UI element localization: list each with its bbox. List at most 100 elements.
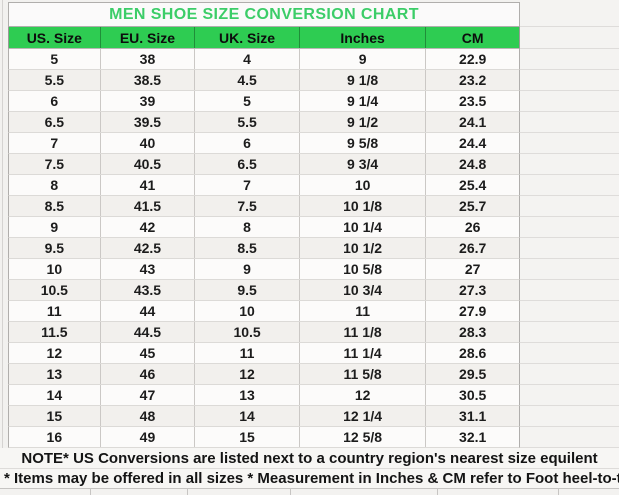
cell-inches: 12 1/4 xyxy=(300,406,427,426)
column-header-uk-size: UK. Size xyxy=(195,27,300,48)
cell-cm: 29.5 xyxy=(459,366,487,382)
cell-inches: 9 xyxy=(300,49,427,69)
cell-cm: 32.1 xyxy=(459,429,487,445)
cell-cm: 24.4 xyxy=(459,135,487,151)
cell-us-size: 6.5 xyxy=(9,112,101,132)
cell-uk-size: 7 xyxy=(195,175,300,195)
cell-inches: 9 1/2 xyxy=(300,112,427,132)
partial-grid-row xyxy=(0,489,619,495)
grid-column-tick xyxy=(290,489,291,495)
table-row: 8 41 7 10 25.4 xyxy=(8,175,520,196)
table-row: 5 38 4 9 22.9 xyxy=(8,49,520,70)
grid-cell xyxy=(520,238,619,259)
cell-eu-size: 42.5 xyxy=(101,238,196,258)
cell-inches: 12 xyxy=(300,385,427,405)
cell-us-size: 7 xyxy=(9,133,101,153)
table-row: 10 43 9 10 5/8 27 xyxy=(8,259,520,280)
cell-inches: 9 3/4 xyxy=(300,154,427,174)
grid-cell xyxy=(520,343,619,364)
table-body: 5 38 4 9 22.9 5.5 38.5 4.5 9 1/8 23.2 6 39 5 9 1/4 23.… xyxy=(8,49,520,448)
table-row: 10.5 43.5 9.5 10 3/4 27.3 xyxy=(8,280,520,301)
cell-eu-size: 43.5 xyxy=(101,280,196,300)
table-row: 9 42 8 10 1/4 26 xyxy=(8,217,520,238)
cell-cm: 28.6 xyxy=(459,345,487,361)
cell-inches: 10 xyxy=(300,175,427,195)
cell-eu-size: 42 xyxy=(101,217,196,237)
cell-inches: 10 1/2 xyxy=(300,238,427,258)
grid-column-tick xyxy=(437,489,438,495)
cell-inches: 11 5/8 xyxy=(300,364,427,384)
grid-cell xyxy=(520,364,619,385)
cell-cm: 26 xyxy=(464,219,481,235)
cell-us-size: 11.5 xyxy=(9,322,101,342)
grid-cell xyxy=(520,322,619,343)
cell-us-size: 5 xyxy=(9,49,101,69)
cell-eu-size: 39 xyxy=(101,91,196,111)
cell-eu-size: 45 xyxy=(101,343,196,363)
cell-us-size: 8 xyxy=(9,175,101,195)
cell-cm: 22.9 xyxy=(459,51,487,67)
column-header-eu-size: EU. Size xyxy=(101,27,196,48)
grid-column-tick xyxy=(90,489,91,495)
cell-eu-size: 44.5 xyxy=(101,322,196,342)
cell-eu-size: 49 xyxy=(101,427,196,447)
grid-column-tick xyxy=(187,489,188,495)
cell-uk-size: 5 xyxy=(195,91,300,111)
cell-cm: 25.4 xyxy=(459,177,487,193)
table-row: 11.5 44.5 10.5 11 1/8 28.3 xyxy=(8,322,520,343)
cell-inches: 9 1/8 xyxy=(300,70,427,90)
cell-inches: 11 1/4 xyxy=(300,343,427,363)
cell-us-size: 10.5 xyxy=(9,280,101,300)
grid-cell xyxy=(520,70,619,91)
cell-eu-size: 46 xyxy=(101,364,196,384)
cell-eu-size: 38.5 xyxy=(101,70,196,90)
cell-inches: 10 1/8 xyxy=(300,196,427,216)
cell-inches: 10 1/4 xyxy=(300,217,427,237)
table-row: 9.5 42.5 8.5 10 1/2 26.7 xyxy=(8,238,520,259)
cell-uk-size: 4 xyxy=(195,49,300,69)
cell-uk-size: 9 xyxy=(195,259,300,279)
table-row: 13 46 12 11 5/8 29.5 xyxy=(8,364,520,385)
grid-cell xyxy=(520,91,619,112)
cell-us-size: 13 xyxy=(9,364,101,384)
cell-uk-size: 4.5 xyxy=(195,70,300,90)
column-header-us-size: US. Size xyxy=(9,27,101,48)
cell-uk-size: 10 xyxy=(195,301,300,321)
grid-cell xyxy=(520,133,619,154)
cell-us-size: 12 xyxy=(9,343,101,363)
grid-cell xyxy=(520,406,619,427)
cell-cm: 28.3 xyxy=(459,324,487,340)
grid-cell xyxy=(520,196,619,217)
cell-eu-size: 44 xyxy=(101,301,196,321)
cell-inches: 10 3/4 xyxy=(300,280,427,300)
table-row: 11 44 10 11 27.9 xyxy=(8,301,520,322)
cell-eu-size: 40 xyxy=(101,133,196,153)
cell-uk-size: 15 xyxy=(195,427,300,447)
cell-eu-size: 48 xyxy=(101,406,196,426)
table-row: 14 47 13 12 30.5 xyxy=(8,385,520,406)
cell-uk-size: 7.5 xyxy=(195,196,300,216)
table-row: 5.5 38.5 4.5 9 1/8 23.2 xyxy=(8,70,520,91)
grid-cell xyxy=(520,112,619,133)
cell-eu-size: 43 xyxy=(101,259,196,279)
cell-cm: 27 xyxy=(464,261,481,277)
column-header-inches: Inches xyxy=(300,27,427,48)
cell-cm: 23.2 xyxy=(459,72,487,88)
cell-us-size: 15 xyxy=(9,406,101,426)
conversion-chart: MEN SHOE SIZE CONVERSION CHART US. Size E… xyxy=(8,2,520,448)
cell-cm: 26.7 xyxy=(459,240,487,256)
cell-uk-size: 10.5 xyxy=(195,322,300,342)
cell-eu-size: 39.5 xyxy=(101,112,196,132)
cell-eu-size: 47 xyxy=(101,385,196,405)
cell-cm: 27.9 xyxy=(459,303,487,319)
chart-title: MEN SHOE SIZE CONVERSION CHART xyxy=(8,2,520,27)
table-header-row: US. Size EU. Size UK. Size Inches CM xyxy=(8,27,520,49)
table-row: 8.5 41.5 7.5 10 1/8 25.7 xyxy=(8,196,520,217)
cell-uk-size: 5.5 xyxy=(195,112,300,132)
cell-inches: 12 5/8 xyxy=(300,427,427,447)
cell-us-size: 9.5 xyxy=(9,238,101,258)
cell-eu-size: 38 xyxy=(101,49,196,69)
grid-cell xyxy=(520,175,619,196)
cell-us-size: 5.5 xyxy=(9,70,101,90)
table-row: 6 39 5 9 1/4 23.5 xyxy=(8,91,520,112)
